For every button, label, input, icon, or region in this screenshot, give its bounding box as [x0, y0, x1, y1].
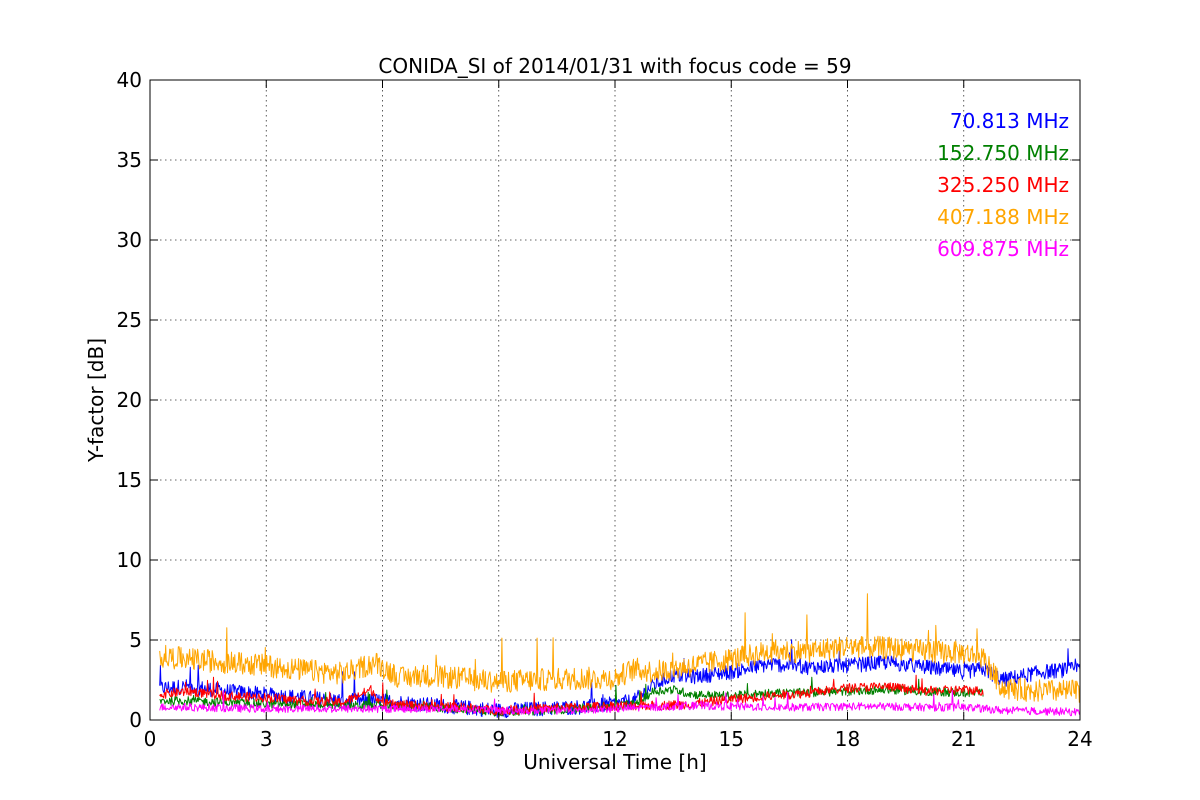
y-tick-label: 0	[129, 708, 142, 732]
ticks: 0 3 6 9 12 15 18 21 24 0 5 10 15 20 25 30 35 40	[117, 68, 1093, 751]
y-tick-label: 10	[117, 548, 142, 572]
chart-title: CONIDA_SI of 2014/01/31 with focus code …	[378, 54, 851, 78]
legend-entry-3: 407.188 MHz	[937, 205, 1069, 229]
series-line-2	[159, 674, 984, 716]
legend-entry-4: 609.875 MHz	[937, 237, 1069, 261]
x-tick-label: 3	[260, 727, 273, 751]
x-tick-label: 6	[376, 727, 389, 751]
series-line-0	[159, 639, 1081, 719]
grid	[150, 80, 1080, 720]
series-line-3	[159, 593, 1081, 703]
y-tick-label: 35	[117, 148, 142, 172]
x-tick-label: 21	[951, 727, 976, 751]
legend-entry-0: 70.813 MHz	[950, 109, 1069, 133]
x-tick-label: 24	[1067, 727, 1092, 751]
y-tick-label: 20	[117, 388, 142, 412]
series-line-4	[159, 689, 1081, 717]
y-tick-label: 25	[117, 308, 142, 332]
x-tick-label: 9	[492, 727, 505, 751]
y-tick-label: 15	[117, 468, 142, 492]
y-tick-label: 5	[129, 628, 142, 652]
y-axis-label: Y-factor [dB]	[84, 338, 108, 463]
legend: 70.813 MHz 152.750 MHz 325.250 MHz 407.188 …	[937, 109, 1069, 261]
legend-entry-2: 325.250 MHz	[937, 173, 1069, 197]
y-tick-label: 40	[117, 68, 142, 92]
x-tick-label: 15	[719, 727, 744, 751]
x-axis-label: Universal Time [h]	[523, 750, 706, 774]
y-tick-label: 30	[117, 228, 142, 252]
series-layer	[159, 593, 1081, 719]
x-tick-label: 18	[835, 727, 860, 751]
x-tick-label: 12	[602, 727, 627, 751]
x-tick-label: 0	[144, 727, 157, 751]
legend-entry-1: 152.750 MHz	[937, 141, 1069, 165]
